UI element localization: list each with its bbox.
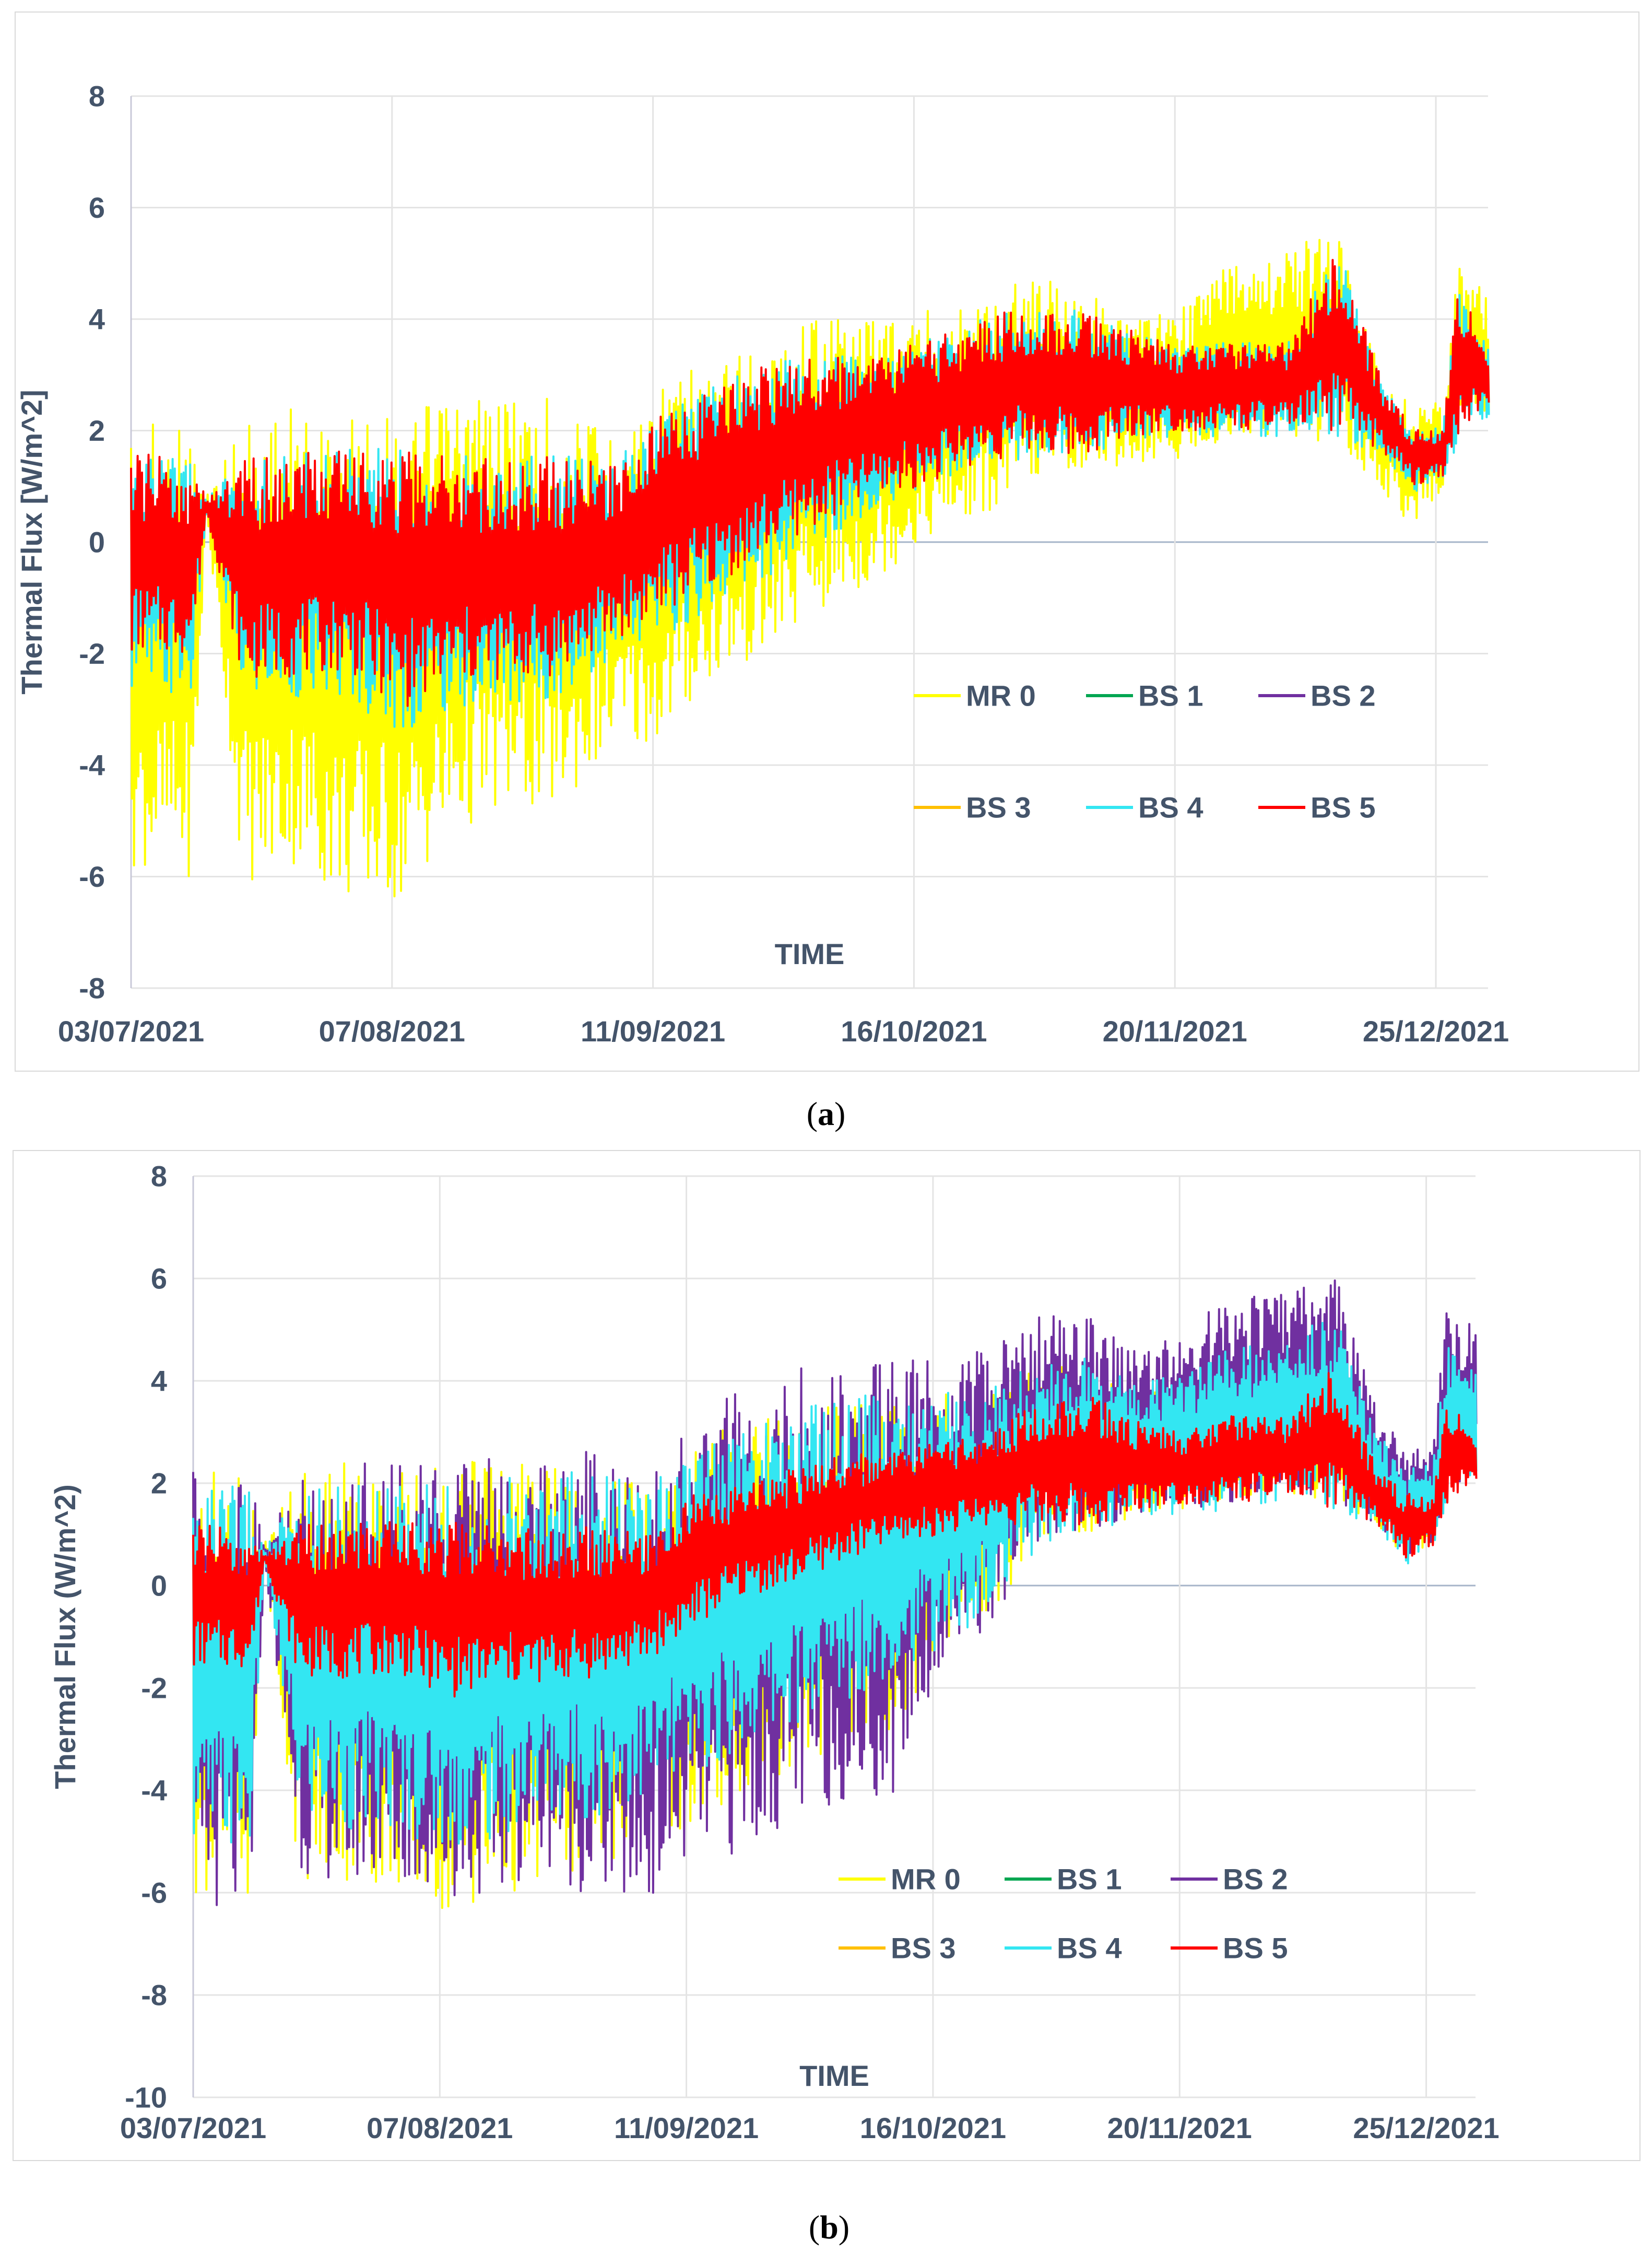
legend-label: BS 5 (1223, 1932, 1288, 1965)
x-tick-label: 11/09/2021 (614, 2111, 759, 2144)
y-tick-label: 4 (151, 1365, 167, 1398)
legend-item: BS 3 (914, 791, 1031, 824)
chart-panel-a: 8 6 4 2 0 -2 -4 -6 -8 03/07/2021 07/08/2021 11/09/2… (15, 11, 1639, 1072)
y-tick-label: -2 (141, 1672, 167, 1705)
legend-item: BS 3 (839, 1932, 956, 1965)
caption-b: (b) (808, 2209, 850, 2246)
y-tick-label: -4 (141, 1774, 167, 1807)
x-tick-label: 07/08/2021 (367, 2111, 513, 2144)
legend-item: BS 2 (1258, 679, 1376, 712)
y-tick-label: 8 (89, 80, 105, 113)
y-tick-label: -6 (141, 1876, 167, 1909)
chart-a-svg: 8 6 4 2 0 -2 -4 -6 -8 03/07/2021 07/08/2021 11/09/2… (15, 80, 1509, 1048)
y-tick-label: -6 (79, 860, 105, 893)
y-tick-label: 8 (151, 1160, 167, 1193)
series-bs5-path (130, 259, 1490, 707)
legend: MR 0 BS 1 BS 2 BS 3 BS 4 BS 5 (914, 679, 1376, 824)
x-tick-label: 25/12/2021 (1353, 2111, 1499, 2144)
x-axis-title: TIME (775, 937, 845, 970)
x-axis-title: TIME (799, 2059, 869, 2092)
x-tick-label: 25/12/2021 (1363, 1015, 1509, 1048)
y-axis-title: Thermal Flux (W/m^2) (49, 1484, 81, 1789)
y-tick-label: -2 (79, 637, 105, 670)
legend-label: BS 2 (1311, 679, 1376, 712)
caption-b-label: b (820, 2209, 839, 2246)
y-tick-label: 2 (89, 414, 105, 447)
legend-item: BS 4 (1086, 791, 1203, 824)
legend-item: BS 1 (1086, 679, 1203, 712)
legend-item: BS 5 (1258, 791, 1376, 824)
legend-label: BS 1 (1057, 1863, 1122, 1896)
legend-item: BS 5 (1171, 1932, 1288, 1965)
x-tick-label: 16/10/2021 (841, 1015, 987, 1048)
y-tick-labels: 8 6 4 2 0 -2 -4 -6 -8 (79, 80, 105, 1005)
y-tick-label: -4 (79, 749, 105, 782)
legend-item: BS 1 (1005, 1863, 1122, 1896)
series-bs5 (192, 1372, 1478, 1698)
y-tick-label: 0 (89, 526, 105, 559)
y-tick-labels: 8 6 4 2 0 -2 -4 -6 -8 -10 (125, 1160, 167, 2114)
legend-label: BS 3 (966, 791, 1031, 824)
caption-a-label: a (818, 1095, 834, 1132)
y-tick-label: 6 (89, 191, 105, 224)
legend-item: MR 0 (839, 1863, 961, 1896)
y-tick-label: 6 (151, 1262, 167, 1295)
legend-label: BS 1 (1138, 679, 1203, 712)
x-tick-label: 20/11/2021 (1103, 1015, 1247, 1048)
chart-panel-b: 8 6 4 2 0 -2 -4 -6 -8 -10 03/07/2021 07/08/2021 11/0… (13, 1150, 1641, 2161)
legend-item: BS 4 (1005, 1932, 1122, 1965)
y-tick-label: 0 (151, 1569, 167, 1602)
y-tick-label: 4 (89, 303, 105, 336)
legend-label: BS 2 (1223, 1863, 1288, 1896)
x-tick-label: 03/07/2021 (120, 2111, 266, 2144)
y-tick-label: -8 (79, 972, 105, 1005)
y-axis-title: Thermal Flux [W/m^2] (16, 390, 48, 694)
y-tick-label: -10 (125, 2081, 167, 2114)
x-tick-label: 03/07/2021 (58, 1015, 204, 1048)
x-tick-label: 20/11/2021 (1107, 2111, 1252, 2144)
x-tick-labels: 03/07/2021 07/08/2021 11/09/2021 16/10/2021… (120, 2111, 1500, 2144)
legend-label: BS 4 (1138, 791, 1203, 824)
legend-item: BS 2 (1171, 1863, 1288, 1896)
legend-item: MR 0 (914, 679, 1036, 712)
legend-label: MR 0 (891, 1863, 961, 1896)
y-tick-label: -8 (141, 1979, 167, 2012)
caption-a: (a) (806, 1095, 846, 1132)
x-tick-labels: 03/07/2021 07/08/2021 11/09/2021 16/10/2021… (58, 1015, 1509, 1048)
series-bs5-path (192, 1372, 1478, 1698)
legend-label: BS 3 (891, 1932, 956, 1965)
legend-label: BS 4 (1057, 1932, 1122, 1965)
legend-label: MR 0 (966, 679, 1036, 712)
x-tick-label: 11/09/2021 (581, 1015, 725, 1048)
x-tick-label: 16/10/2021 (860, 2111, 1006, 2144)
legend-label: BS 5 (1311, 791, 1376, 824)
legend: MR 0 BS 1 BS 2 BS 3 BS 4 BS 5 (839, 1863, 1288, 1965)
series-bs5 (130, 259, 1490, 707)
y-tick-label: 2 (151, 1467, 167, 1500)
x-tick-label: 07/08/2021 (319, 1015, 465, 1048)
